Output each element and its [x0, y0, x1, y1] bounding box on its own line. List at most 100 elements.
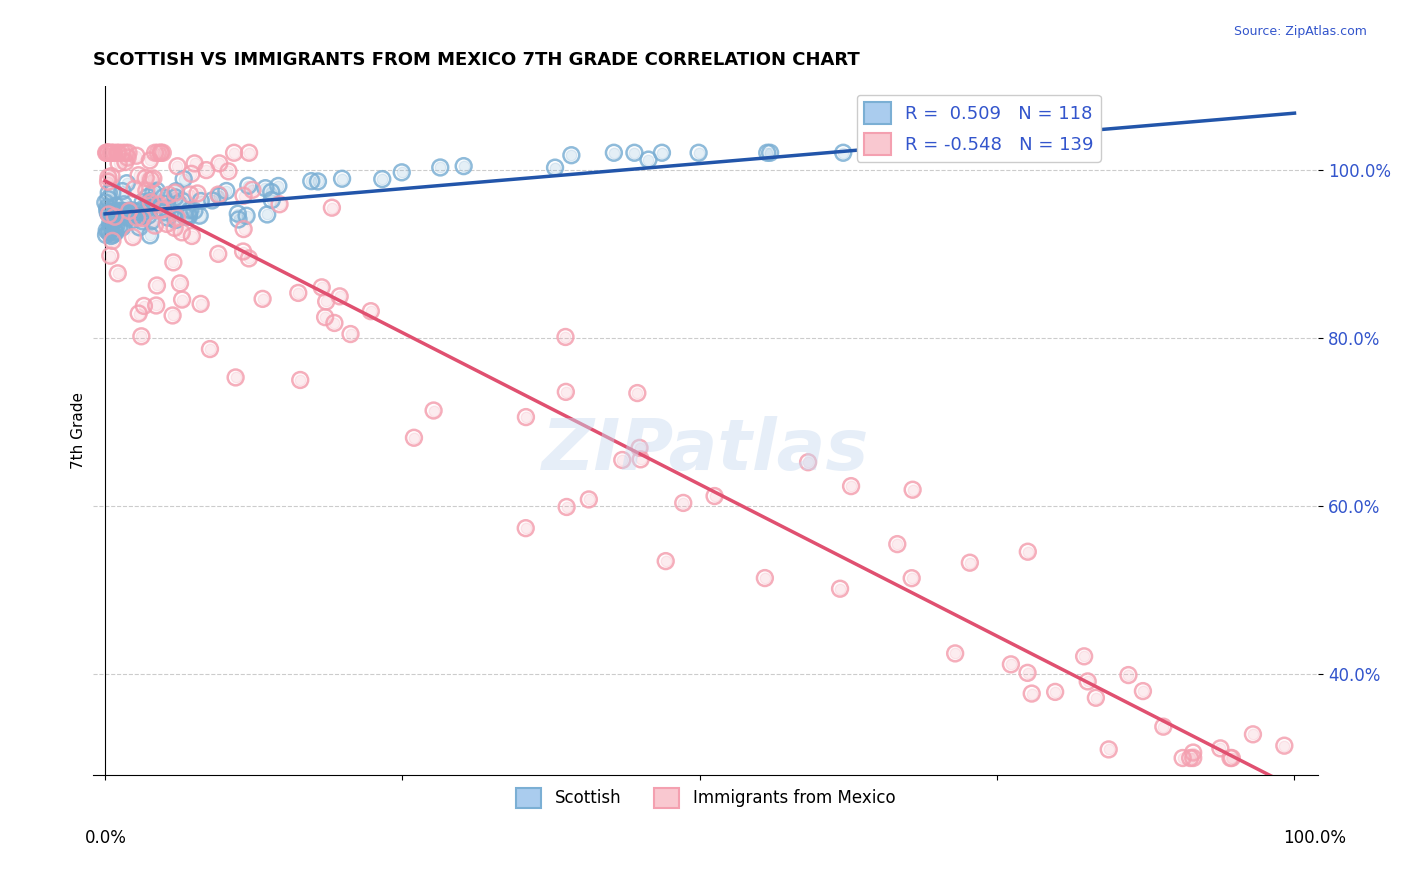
Point — [170, 225, 193, 239]
Point — [149, 145, 172, 160]
Point — [142, 171, 165, 186]
Point — [108, 219, 131, 234]
Point — [112, 203, 135, 218]
Point — [872, 145, 894, 160]
Point — [959, 556, 981, 570]
Point — [578, 492, 600, 507]
Point — [232, 244, 254, 259]
Point — [107, 156, 129, 170]
Point — [307, 174, 329, 188]
Point — [703, 489, 725, 503]
Point — [139, 173, 162, 187]
Point — [148, 197, 170, 211]
Point — [174, 210, 197, 224]
Point — [131, 214, 153, 228]
Point — [626, 386, 648, 401]
Point — [149, 202, 172, 216]
Point — [104, 226, 127, 240]
Point — [183, 203, 205, 218]
Point — [166, 211, 188, 225]
Point — [555, 500, 578, 514]
Point — [515, 410, 537, 425]
Point — [311, 280, 333, 294]
Point — [139, 173, 162, 187]
Point — [299, 174, 322, 188]
Point — [218, 164, 240, 178]
Point — [287, 285, 309, 300]
Point — [959, 556, 981, 570]
Point — [190, 297, 212, 311]
Point — [1017, 545, 1039, 559]
Point — [143, 219, 166, 233]
Point — [97, 170, 120, 185]
Point — [1178, 751, 1201, 765]
Point — [371, 172, 394, 186]
Point — [152, 190, 174, 204]
Point — [100, 219, 122, 233]
Point — [260, 185, 283, 199]
Point — [877, 145, 900, 160]
Point — [195, 163, 218, 178]
Point — [165, 190, 187, 204]
Point — [115, 211, 138, 225]
Point — [828, 582, 851, 596]
Point — [1038, 145, 1060, 160]
Point — [554, 384, 576, 399]
Point — [165, 184, 187, 198]
Point — [145, 184, 167, 198]
Point — [127, 205, 149, 219]
Point — [651, 145, 673, 160]
Point — [901, 483, 924, 497]
Point — [115, 176, 138, 190]
Point — [142, 186, 165, 200]
Point — [152, 205, 174, 219]
Point — [900, 571, 922, 585]
Point — [173, 172, 195, 186]
Point — [136, 190, 159, 204]
Point — [97, 145, 120, 160]
Point — [232, 222, 254, 236]
Point — [139, 153, 162, 168]
Point — [1241, 727, 1264, 741]
Point — [754, 571, 776, 585]
Point — [1077, 674, 1099, 689]
Point — [208, 156, 231, 170]
Point — [111, 218, 134, 232]
Point — [112, 203, 135, 218]
Point — [1171, 751, 1194, 765]
Point — [290, 373, 312, 387]
Point — [111, 184, 134, 198]
Point — [104, 199, 127, 213]
Point — [100, 145, 122, 160]
Point — [918, 145, 941, 160]
Point — [330, 171, 353, 186]
Point — [242, 183, 264, 197]
Point — [138, 201, 160, 215]
Point — [242, 183, 264, 197]
Point — [125, 149, 148, 163]
Point — [222, 145, 245, 160]
Point — [1182, 751, 1205, 765]
Point — [1220, 751, 1243, 765]
Point — [107, 145, 129, 160]
Point — [111, 218, 134, 232]
Point — [97, 205, 120, 219]
Point — [190, 194, 212, 208]
Point — [100, 145, 122, 160]
Point — [623, 145, 645, 160]
Point — [422, 403, 444, 417]
Point — [96, 203, 118, 218]
Point — [215, 184, 238, 198]
Point — [111, 204, 134, 219]
Point — [688, 145, 710, 160]
Point — [198, 342, 221, 356]
Point — [179, 187, 201, 202]
Point — [943, 647, 966, 661]
Point — [179, 187, 201, 202]
Point — [138, 194, 160, 209]
Point — [900, 571, 922, 585]
Point — [218, 164, 240, 178]
Point — [96, 201, 118, 215]
Point — [165, 213, 187, 227]
Point — [117, 206, 139, 220]
